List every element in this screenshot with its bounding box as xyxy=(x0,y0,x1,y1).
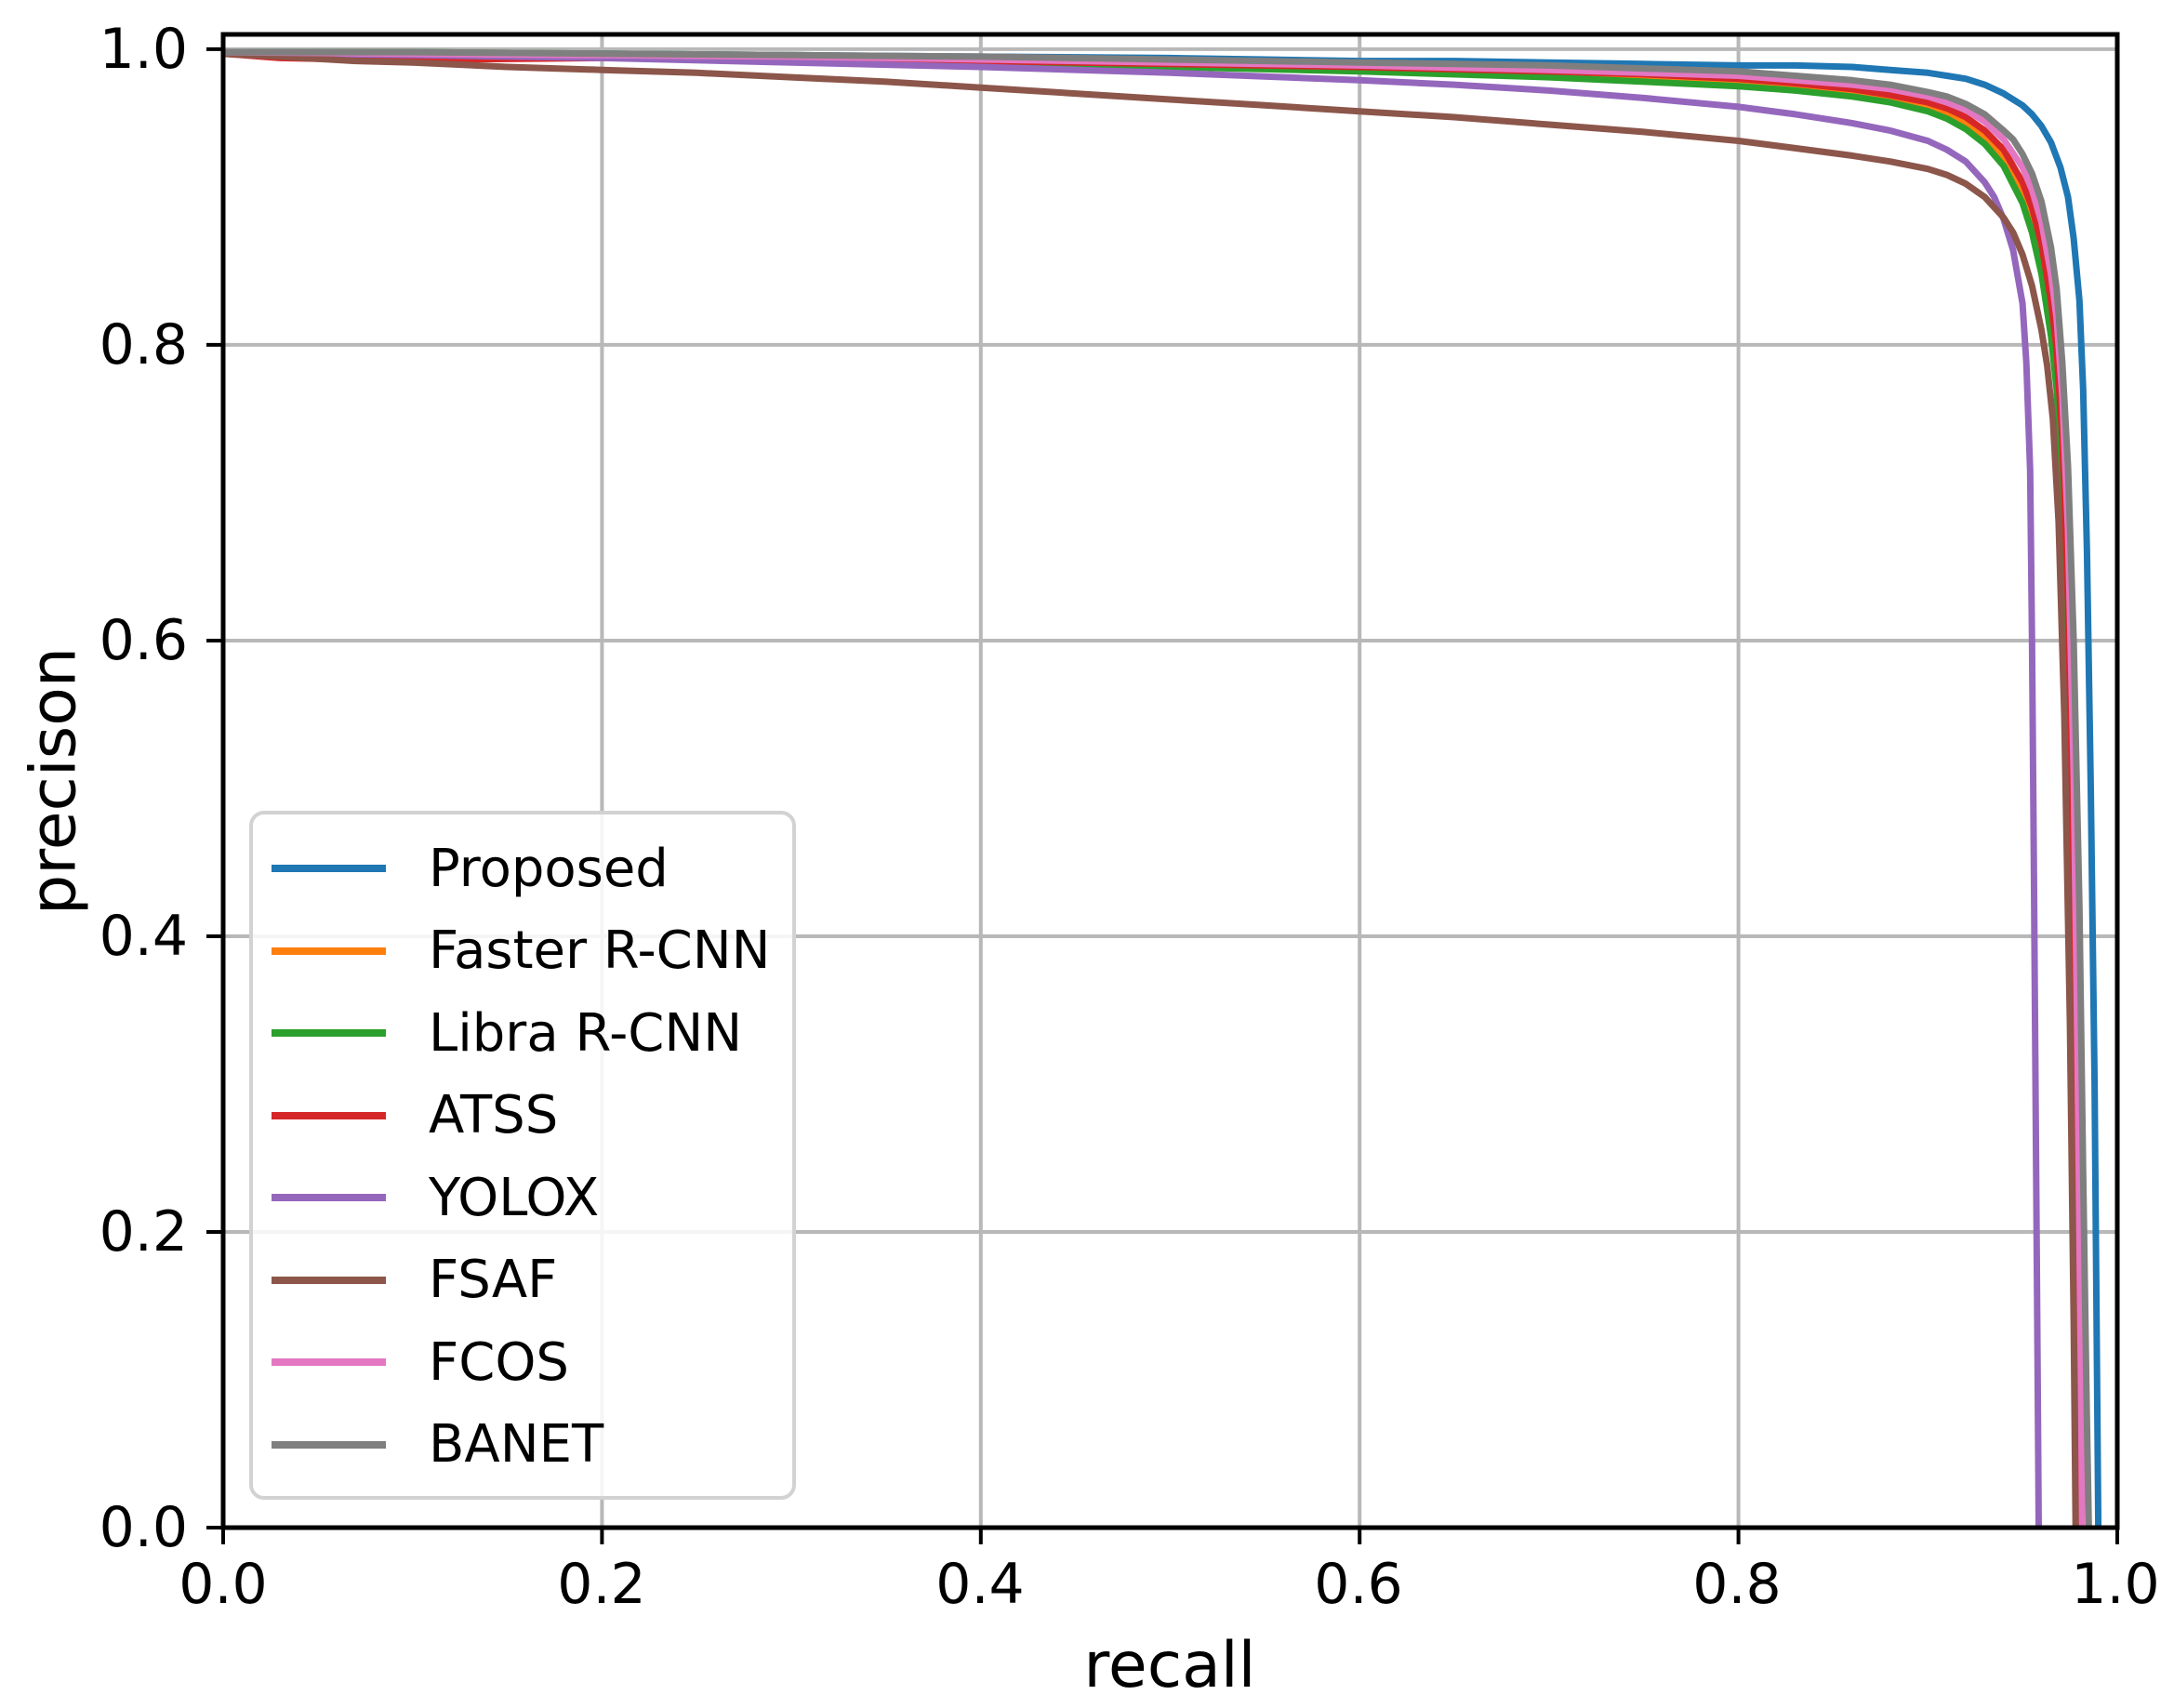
legend-swatch-fsaf xyxy=(272,1276,386,1284)
legend-swatch-proposed xyxy=(272,865,386,873)
legend-label-faster-r-cnn: Faster R-CNN xyxy=(429,920,771,982)
legend-label-atss: ATSS xyxy=(429,1085,559,1146)
x-axis-label: recall xyxy=(1083,1629,1256,1702)
ytick-label-0.4: 0.4 xyxy=(99,904,188,969)
xtick-label-1.0: 1.0 xyxy=(2071,1552,2160,1617)
legend-swatch-banet xyxy=(272,1440,386,1449)
ytick-label-0.8: 0.8 xyxy=(99,312,188,377)
legend-item-fcos: FCOS xyxy=(272,1321,792,1404)
legend-item-yolox: YOLOX xyxy=(272,1157,792,1239)
xtick-label-0.8: 0.8 xyxy=(1692,1552,1782,1617)
axes-frame xyxy=(206,32,2120,1544)
legend-box: Proposed Faster R-CNN Libra R-CNN ATSS Y… xyxy=(249,811,796,1500)
ytick-label-0.6: 0.6 xyxy=(99,608,188,673)
ytick-label-1.0: 1.0 xyxy=(99,17,188,82)
legend-swatch-libra-r-cnn xyxy=(272,1029,386,1038)
legend-item-libra-r-cnn: Libra R-CNN xyxy=(272,992,792,1075)
curves xyxy=(222,48,2102,1529)
y-axis-label: precison xyxy=(17,647,91,915)
curve-yolox xyxy=(223,50,2042,1529)
legend-label-fsaf: FSAF xyxy=(429,1250,558,1311)
legend-label-yolox: YOLOX xyxy=(429,1167,600,1228)
ytick-label-0.2: 0.2 xyxy=(99,1199,188,1264)
legend-label-libra-r-cnn: Libra R-CNN xyxy=(429,1002,743,1064)
legend-item-banet: BANET xyxy=(272,1404,792,1487)
xtick-label-0.2: 0.2 xyxy=(557,1552,646,1617)
xtick-label-0.4: 0.4 xyxy=(935,1552,1025,1617)
legend-swatch-yolox xyxy=(272,1194,386,1202)
legend-swatch-fcos xyxy=(272,1358,386,1367)
legend-item-fsaf: FSAF xyxy=(272,1239,792,1322)
legend-label-banet: BANET xyxy=(429,1414,604,1476)
legend-label-proposed: Proposed xyxy=(429,838,669,899)
legend-swatch-atss xyxy=(272,1111,386,1119)
legend-item-proposed: Proposed xyxy=(272,828,792,910)
xtick-label-0.0: 0.0 xyxy=(179,1552,268,1617)
legend-swatch-faster-r-cnn xyxy=(272,947,386,955)
curve-banet xyxy=(223,48,2092,1529)
curve-fsaf xyxy=(222,50,2079,1529)
plot-border xyxy=(220,32,2120,1530)
xtick-label-0.6: 0.6 xyxy=(1314,1552,1403,1617)
legend-item-faster-r-cnn: Faster R-CNN xyxy=(272,910,792,993)
ytick-label-0.0: 0.0 xyxy=(99,1495,188,1560)
legend-label-fcos: FCOS xyxy=(429,1331,569,1393)
legend-item-atss: ATSS xyxy=(272,1075,792,1158)
